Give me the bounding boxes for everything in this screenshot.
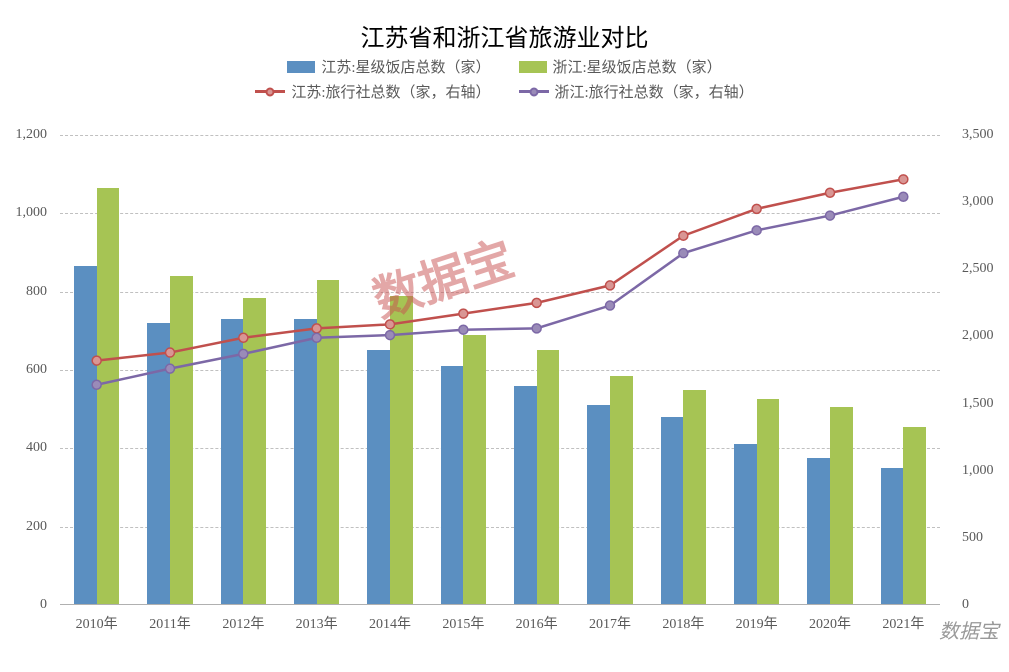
x-tick: 2016年	[516, 613, 558, 633]
legend-label: 浙江:旅行社总数（家，右轴）	[555, 81, 754, 102]
y-tick-right: 0	[962, 597, 969, 613]
line-path	[97, 179, 904, 360]
x-tick: 2013年	[296, 613, 338, 633]
y-tick-right: 1,000	[962, 463, 994, 479]
chart-title: 江苏省和浙江省旅游业对比	[0, 18, 1009, 53]
x-tick: 2020年	[809, 613, 851, 633]
line-marker	[386, 320, 395, 329]
line-marker	[312, 324, 321, 333]
legend: 江苏:星级饭店总数（家） 浙江:星级饭店总数（家） 江苏:旅行社总数（家，右轴） 浙…	[0, 56, 1009, 102]
line-marker	[679, 249, 688, 258]
legend-label: 浙江:星级饭店总数（家）	[553, 56, 722, 77]
line-marker	[899, 192, 908, 201]
y-tick-left: 800	[26, 284, 47, 300]
y-tick-right: 1,500	[962, 396, 994, 412]
y-tick-right: 3,000	[962, 194, 994, 210]
x-tick: 2014年	[369, 613, 411, 633]
legend-item: 浙江:旅行社总数（家，右轴）	[519, 81, 754, 102]
y-tick-left: 600	[26, 362, 47, 378]
line-marker	[166, 348, 175, 357]
x-tick: 2021年	[882, 613, 924, 633]
line-svg	[60, 135, 940, 605]
legend-item: 浙江:星级饭店总数（家）	[519, 56, 722, 77]
y-tick-left: 400	[26, 440, 47, 456]
y-tick-right: 3,500	[962, 127, 994, 143]
line-marker	[752, 204, 761, 213]
line-marker	[386, 331, 395, 340]
x-tick: 2011年	[149, 613, 190, 633]
line-marker	[752, 226, 761, 235]
x-axis: 2010年 2011年 2012年 2013年 2014年 2015年 2016年 2017年…	[60, 607, 940, 637]
x-tick: 2019年	[736, 613, 778, 633]
line-marker	[312, 333, 321, 342]
legend-swatch	[519, 86, 549, 98]
legend-label: 江苏:旅行社总数（家，右轴）	[291, 81, 490, 102]
x-tick: 2015年	[442, 613, 484, 633]
y-axis-right: 05001,0001,5002,0002,5003,0003,500	[954, 135, 1009, 605]
line-marker	[92, 380, 101, 389]
line-marker	[826, 211, 835, 220]
x-tick: 2012年	[222, 613, 264, 633]
line-marker	[826, 188, 835, 197]
y-tick-left: 1,200	[16, 127, 48, 143]
plot-area	[60, 135, 940, 605]
line-marker	[92, 356, 101, 365]
line-marker	[166, 364, 175, 373]
legend-row-bars: 江苏:星级饭店总数（家） 浙江:星级饭店总数（家）	[287, 56, 721, 77]
y-tick-right: 2,000	[962, 328, 994, 344]
x-tick: 2010年	[76, 613, 118, 633]
y-tick-right: 500	[962, 530, 983, 546]
y-tick-right: 2,500	[962, 261, 994, 277]
line-marker	[239, 349, 248, 358]
line-marker	[679, 231, 688, 240]
chart-container: 江苏省和浙江省旅游业对比 江苏:星级饭店总数（家） 浙江:星级饭店总数（家） 江苏…	[0, 0, 1009, 672]
legend-swatch	[287, 61, 315, 73]
x-tick: 2017年	[589, 613, 631, 633]
legend-swatch	[255, 86, 285, 98]
y-tick-left: 200	[26, 519, 47, 535]
line-path	[97, 197, 904, 385]
watermark-small: 数据宝	[939, 615, 999, 644]
x-tick: 2018年	[662, 613, 704, 633]
legend-item: 江苏:旅行社总数（家，右轴）	[255, 81, 490, 102]
y-tick-left: 0	[40, 597, 47, 613]
line-marker	[459, 325, 468, 334]
line-marker	[606, 301, 615, 310]
legend-label: 江苏:星级饭店总数（家）	[321, 56, 490, 77]
legend-row-lines: 江苏:旅行社总数（家，右轴） 浙江:旅行社总数（家，右轴）	[255, 81, 753, 102]
line-marker	[532, 324, 541, 333]
line-marker	[532, 298, 541, 307]
legend-swatch	[519, 61, 547, 73]
y-tick-left: 1,000	[16, 205, 48, 221]
y-axis-left: 02004006008001,0001,200	[0, 135, 55, 605]
line-marker	[606, 281, 615, 290]
line-marker	[459, 309, 468, 318]
legend-item: 江苏:星级饭店总数（家）	[287, 56, 490, 77]
line-marker	[899, 175, 908, 184]
line-marker	[239, 333, 248, 342]
